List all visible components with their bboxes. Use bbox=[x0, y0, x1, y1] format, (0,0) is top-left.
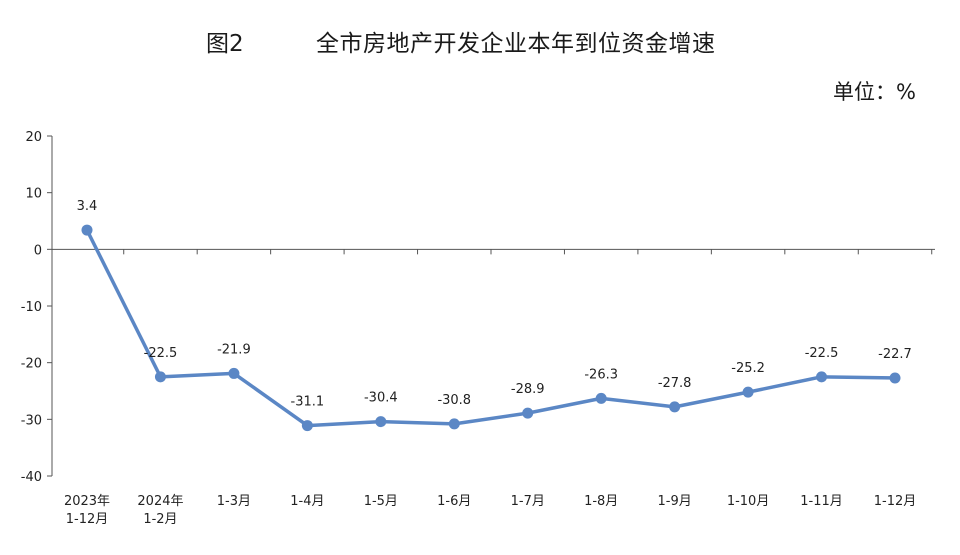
y-tick-label: -20 bbox=[21, 357, 42, 372]
data-point bbox=[301, 420, 313, 432]
series-line bbox=[85, 229, 896, 428]
data-point bbox=[154, 371, 166, 383]
x-tick-label: 2023年 1-12月 bbox=[64, 494, 110, 527]
data-label: -30.8 bbox=[437, 393, 471, 408]
data-point bbox=[889, 372, 901, 384]
y-tick-label: -40 bbox=[21, 470, 42, 485]
x-tick-label: 1-11月 bbox=[800, 494, 843, 509]
unit-label: 单位：% bbox=[833, 80, 916, 104]
y-tick-label: 20 bbox=[25, 130, 42, 145]
y-tick-label: -30 bbox=[21, 413, 42, 428]
data-label: -21.9 bbox=[217, 342, 251, 357]
data-point bbox=[228, 367, 240, 379]
y-tick-label: -10 bbox=[21, 300, 42, 315]
data-label: -22.7 bbox=[878, 347, 912, 362]
data-point bbox=[448, 418, 460, 430]
data-label: -31.1 bbox=[291, 395, 325, 410]
data-label: -27.8 bbox=[658, 376, 692, 391]
x-tick-label: 1-4月 bbox=[290, 494, 324, 509]
x-tick-label: 1-7月 bbox=[511, 494, 545, 509]
x-tick-label: 1-10月 bbox=[727, 494, 770, 509]
chart-title-row: 图2 全市房地产开发企业本年到位资金增速 bbox=[0, 24, 960, 60]
figure-number: 图2 bbox=[206, 31, 244, 57]
data-point bbox=[375, 416, 387, 428]
x-tick-label: 1-6月 bbox=[437, 494, 471, 509]
data-label: -30.4 bbox=[364, 391, 398, 406]
x-tick-label: 2024年 1-2月 bbox=[137, 494, 183, 527]
data-label: -25.2 bbox=[731, 361, 765, 376]
x-tick-label: 1-5月 bbox=[364, 494, 398, 509]
chart-title: 全市房地产开发企业本年到位资金增速 bbox=[316, 31, 716, 57]
data-point bbox=[742, 386, 754, 398]
data-point bbox=[816, 371, 828, 383]
data-point bbox=[81, 224, 93, 236]
data-point bbox=[595, 392, 607, 404]
x-tick-label: 1-3月 bbox=[217, 494, 251, 509]
x-tick-label: 1-12月 bbox=[874, 494, 917, 509]
y-tick-label: 10 bbox=[25, 187, 42, 202]
data-label: -28.9 bbox=[511, 382, 545, 397]
y-tick-label: 0 bbox=[34, 243, 42, 258]
data-label: -26.3 bbox=[584, 367, 618, 382]
data-label: -22.5 bbox=[144, 346, 178, 361]
data-point bbox=[522, 407, 534, 419]
x-tick-label: 1-9月 bbox=[658, 494, 692, 509]
x-tick-label: 1-8月 bbox=[584, 494, 618, 509]
data-label: -22.5 bbox=[805, 346, 839, 361]
data-point bbox=[669, 401, 681, 413]
data-label: 3.4 bbox=[77, 199, 98, 214]
